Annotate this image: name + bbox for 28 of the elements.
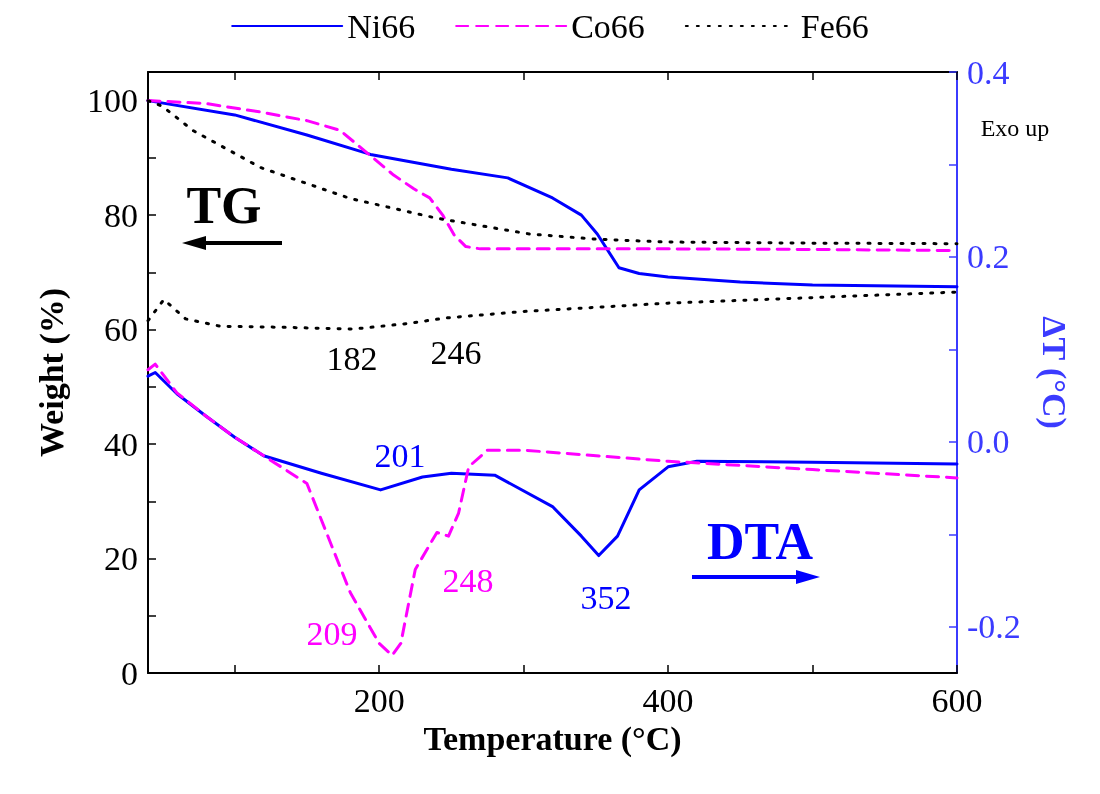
- y-tick-label: 80: [104, 196, 138, 234]
- x-tick-label: 200: [353, 681, 405, 719]
- annotation: 209: [306, 614, 358, 652]
- legend-label: Ni66: [347, 7, 416, 45]
- y2-axis-title: ΔT (°C): [1034, 316, 1073, 429]
- y-axis-title: Weight (%): [32, 287, 71, 458]
- annotation: TG: [186, 176, 262, 234]
- y-tick-label: 0: [121, 654, 138, 692]
- text: Exo up: [980, 115, 1050, 141]
- x-axis-title: Temperature (°C): [423, 720, 682, 759]
- y2-tick-label: 0.4: [967, 53, 1010, 91]
- annotation: 201: [374, 436, 426, 474]
- y-tick-label: 40: [104, 425, 138, 463]
- legend-label: Co66: [571, 7, 645, 45]
- y-tick-label: 100: [87, 82, 138, 120]
- y2-tick-label: 0.2: [967, 238, 1010, 276]
- annotation: 352: [580, 578, 632, 616]
- y-tick-label: 20: [104, 540, 138, 578]
- y2-tick-label: 0.0: [967, 423, 1010, 461]
- legend-label: Fe66: [800, 7, 869, 45]
- x-tick-label: 600: [931, 681, 983, 719]
- x-tick-label: 400: [642, 681, 694, 719]
- annotation: 182: [326, 339, 378, 377]
- y2-tick-label: -0.2: [967, 608, 1021, 646]
- annotation: 248: [442, 561, 494, 599]
- annotation: DTA: [707, 512, 814, 570]
- annotation: 246: [430, 333, 482, 371]
- y-tick-label: 60: [104, 311, 138, 349]
